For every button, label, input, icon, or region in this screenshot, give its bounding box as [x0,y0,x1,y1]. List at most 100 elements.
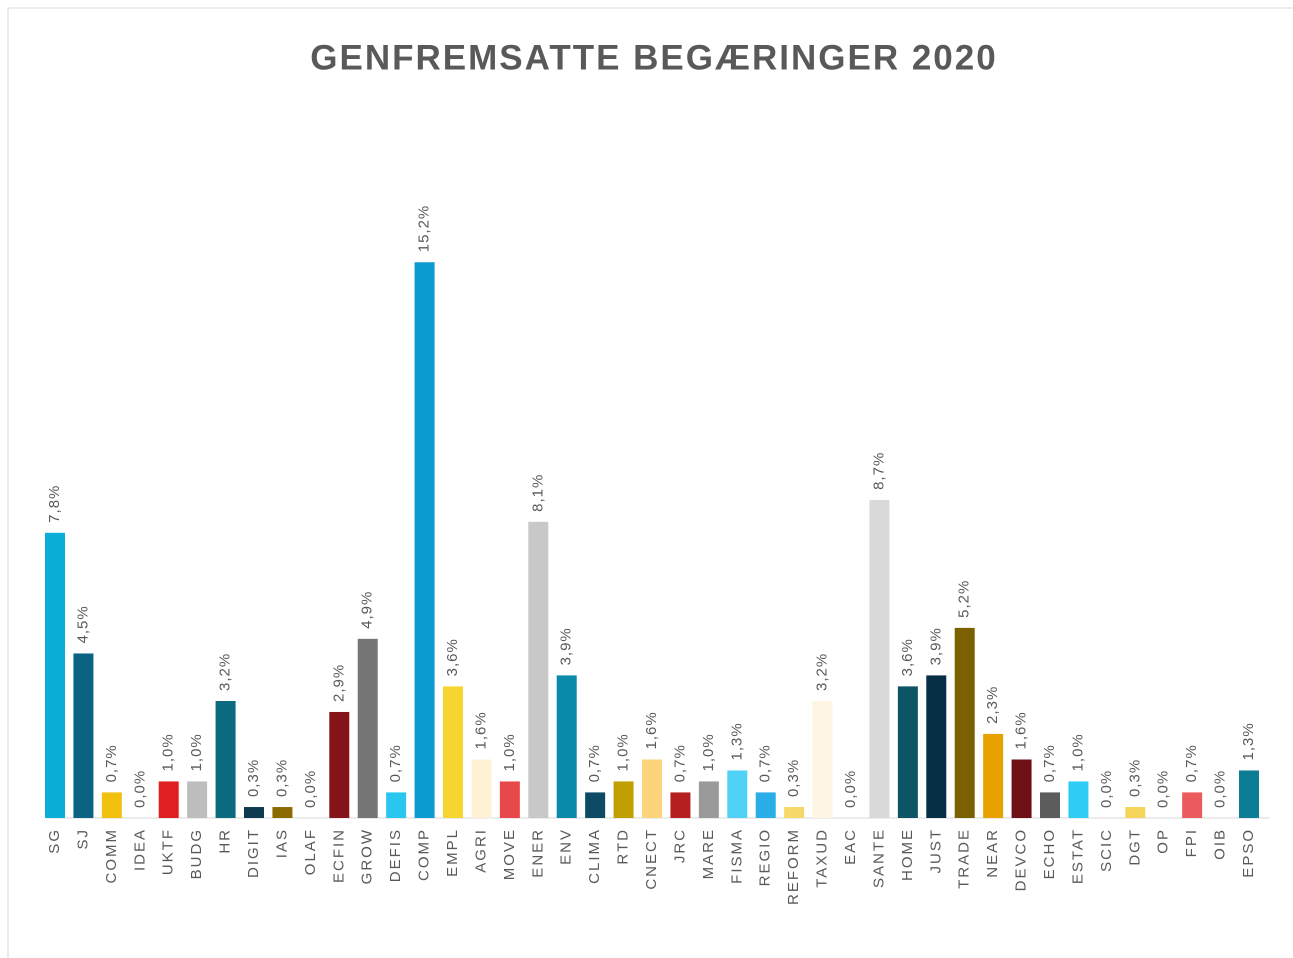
x-tick-label: SG [46,828,63,854]
chart-title: GENFREMSATTE BEGÆRINGER 2020 [310,38,997,77]
data-label: 0,0% [131,770,148,808]
bar [556,675,577,818]
data-label: 0,7% [1041,744,1058,782]
x-tick-label: DGT [1126,828,1143,866]
x-tick-label: COMP [416,828,433,881]
x-tick-label: ENER [529,828,546,878]
x-tick-label: TRADE [956,828,973,889]
bar [926,675,947,818]
data-label: 1,0% [1069,733,1086,771]
bar [471,759,492,818]
bar [499,781,520,818]
data-label: 3,9% [558,627,575,665]
data-label: 0,3% [273,759,290,797]
data-label: 4,9% [359,591,376,629]
data-label: 1,6% [1013,711,1030,749]
bar [1182,792,1203,818]
x-tick-label: NEAR [984,828,1001,878]
bar [1239,770,1259,818]
data-label: 8,1% [529,474,546,512]
x-tick-label: RTD [615,828,632,865]
x-tick-label: REGIO [757,828,774,886]
x-tick-label: SCIC [1098,828,1115,872]
data-label: 4,5% [74,605,91,643]
x-tick-label: CLIMA [586,828,603,884]
x-tick-label: ECFIN [330,828,347,883]
bar [73,653,94,818]
x-tick-label: EMPL [444,828,461,877]
data-label: 0,7% [103,744,120,782]
bar [642,759,662,818]
data-label: 1,0% [160,733,177,771]
data-label: 7,8% [46,485,63,523]
x-tick-label: MARE [700,828,717,879]
x-tick-label: MOVE [501,828,518,880]
data-label: 0,0% [302,770,319,808]
x-tick-label: OLAF [302,828,319,875]
data-label: 1,0% [700,733,717,771]
bar [528,521,549,818]
x-tick-label: HOME [899,828,916,881]
bar [1011,759,1032,818]
x-tick-label: COMM [103,828,120,884]
bar [698,781,719,818]
data-label: 1,0% [615,733,632,771]
bar [215,701,236,818]
x-tick-label: CNECT [643,828,660,890]
bar [954,627,975,818]
data-label: 2,9% [330,664,347,702]
data-label: 1,0% [188,733,205,771]
x-tick-label: GROW [359,828,376,884]
bar [244,807,264,818]
x-tick-label: JUST [927,828,944,874]
x-tick-label: IDEA [131,828,148,871]
data-label: 8,7% [870,452,887,490]
bar [158,781,179,818]
bar [1068,781,1089,818]
bar [357,638,378,818]
data-label: 3,9% [927,627,944,665]
bar [1040,792,1060,818]
bar [187,781,208,818]
data-label: 0,7% [671,744,688,782]
x-tick-label: UKTF [160,828,177,875]
bar [585,792,606,818]
data-label: 1,3% [1240,722,1257,760]
x-tick-label: REFORM [785,828,802,905]
data-label: 1,0% [501,733,518,771]
data-label: 0,3% [245,759,262,797]
bar [812,701,833,818]
x-tick-label: OP [1155,828,1172,854]
bar [727,770,748,818]
bar [443,686,463,818]
bar [414,262,435,818]
data-label: 0,7% [757,744,774,782]
x-tick-label: EPSO [1240,828,1257,878]
data-label: 2,3% [984,686,1001,724]
data-label: 1,6% [472,711,489,749]
x-tick-label: BUDG [188,828,205,879]
data-label: 0,0% [1155,770,1172,808]
x-tick-label: FISMA [728,828,745,884]
x-tick-label: TAXUD [814,828,831,888]
x-tick-label: DEVCO [1013,828,1030,891]
data-label: 15,2% [416,205,433,253]
x-tick-label: EAC [842,828,859,865]
data-label: 0,3% [1126,759,1143,797]
bar [983,733,1004,818]
x-tick-label: OIB [1212,828,1229,860]
bar [784,807,805,818]
x-tick-label: AGRI [472,828,489,873]
bar [45,532,65,818]
bar [613,781,634,818]
data-label: 3,2% [217,653,234,691]
data-label: 0,0% [1098,770,1115,808]
bar [101,792,122,818]
x-tick-label: DEFIS [387,828,404,882]
data-label: 0,0% [842,770,859,808]
data-label: 0,7% [387,744,404,782]
data-label: 0,3% [785,759,802,797]
bar [670,792,691,818]
data-label: 3,6% [444,638,461,676]
bar [272,807,293,818]
